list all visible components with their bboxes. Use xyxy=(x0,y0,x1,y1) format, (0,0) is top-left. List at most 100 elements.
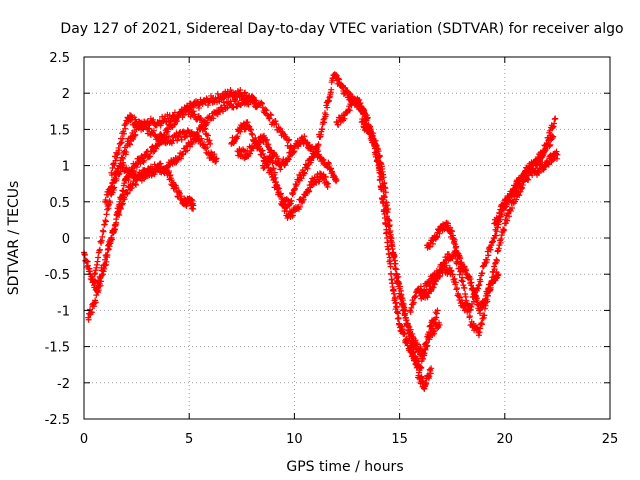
interp-point xyxy=(498,235,505,242)
interp-point xyxy=(234,133,241,140)
interp-point xyxy=(126,141,133,148)
interp-point xyxy=(479,270,486,277)
interp-point xyxy=(487,246,494,253)
interp-point xyxy=(158,132,165,139)
interp-point xyxy=(417,344,424,351)
interp-point xyxy=(538,153,545,160)
interp-point xyxy=(96,247,103,254)
data-point xyxy=(99,271,106,278)
data-point xyxy=(325,180,332,187)
interp-point xyxy=(112,157,119,164)
axis-ticks xyxy=(83,56,611,420)
interp-point xyxy=(368,131,375,138)
interp-point xyxy=(119,200,126,207)
y-tick-label: 2 xyxy=(62,87,70,102)
interp-point xyxy=(494,248,501,255)
interp-point xyxy=(123,190,130,197)
interp-point xyxy=(258,99,265,106)
interp-point xyxy=(124,190,131,197)
interp-point xyxy=(116,147,123,154)
interp-point xyxy=(335,121,342,128)
interp-point xyxy=(174,137,181,144)
interp-point xyxy=(276,157,283,164)
interp-point xyxy=(104,254,111,261)
data-point xyxy=(428,365,435,372)
interp-point xyxy=(395,273,402,280)
interp-point xyxy=(316,178,323,185)
interp-point xyxy=(268,112,275,119)
interp-point xyxy=(198,138,205,145)
interp-point xyxy=(421,289,428,296)
interp-point xyxy=(411,293,418,300)
interp-point xyxy=(88,309,95,316)
interp-point xyxy=(244,119,251,126)
y-tick-labels: -2.5 -2 -1.5 -1 -0.5 0 0.5 1 1.5 2 2.5 xyxy=(45,51,70,428)
interp-point xyxy=(177,155,184,162)
interp-point xyxy=(286,136,293,143)
interp-point xyxy=(259,100,266,107)
interp-point xyxy=(113,219,120,226)
interp-point xyxy=(496,210,503,217)
interp-point xyxy=(549,124,556,131)
x-tick-labels: 0 5 10 15 20 25 xyxy=(80,432,618,447)
interp-point xyxy=(102,261,109,268)
x-tick-label: 5 xyxy=(185,432,193,447)
interp-point xyxy=(512,188,519,195)
interp-point xyxy=(446,264,453,271)
interp-point xyxy=(490,238,497,245)
interp-point xyxy=(462,291,469,297)
interp-point xyxy=(372,143,379,150)
interp-point xyxy=(301,170,308,177)
series-track-9 xyxy=(331,71,441,374)
interp-point xyxy=(379,182,386,189)
interp-point xyxy=(81,252,88,259)
interp-point xyxy=(423,380,430,387)
interp-point xyxy=(426,336,433,343)
interp-point xyxy=(459,274,466,281)
interp-point xyxy=(274,186,281,193)
interp-point xyxy=(180,128,187,135)
interp-point xyxy=(114,150,121,157)
interp-point xyxy=(111,226,118,233)
interp-point xyxy=(306,188,313,195)
y-tick-label: -1.5 xyxy=(45,341,70,356)
interp-point xyxy=(408,304,415,311)
interp-point xyxy=(277,191,284,198)
interp-point xyxy=(300,196,307,203)
interp-point xyxy=(433,310,440,317)
interp-point xyxy=(173,184,180,191)
interp-point xyxy=(150,116,157,123)
interp-point xyxy=(475,282,482,289)
interp-point xyxy=(341,115,348,122)
interp-point xyxy=(103,211,110,218)
interp-point xyxy=(285,156,292,163)
interp-point xyxy=(506,213,513,220)
interp-point xyxy=(201,126,208,133)
interp-point xyxy=(324,104,331,111)
interp-point xyxy=(482,260,489,267)
interp-point xyxy=(117,205,124,212)
interp-point xyxy=(132,181,139,188)
interp-point xyxy=(214,90,221,97)
interp-point xyxy=(309,181,316,188)
interp-point xyxy=(449,228,456,235)
data-point xyxy=(402,314,409,321)
interp-point xyxy=(355,98,362,105)
interp-point xyxy=(132,171,139,178)
interp-point xyxy=(95,254,102,261)
interp-point xyxy=(102,218,109,225)
interp-point xyxy=(411,349,418,356)
interp-point xyxy=(289,213,296,220)
data-point xyxy=(190,202,197,209)
interp-point xyxy=(414,364,421,371)
series-track-8 xyxy=(259,153,332,222)
x-tick-label: 25 xyxy=(602,432,619,447)
interp-point xyxy=(379,175,386,182)
data-point xyxy=(245,122,252,129)
interp-point xyxy=(291,186,298,193)
interp-point xyxy=(395,310,402,317)
interp-point xyxy=(108,236,115,243)
interp-point xyxy=(395,314,402,321)
interp-point xyxy=(168,117,175,124)
